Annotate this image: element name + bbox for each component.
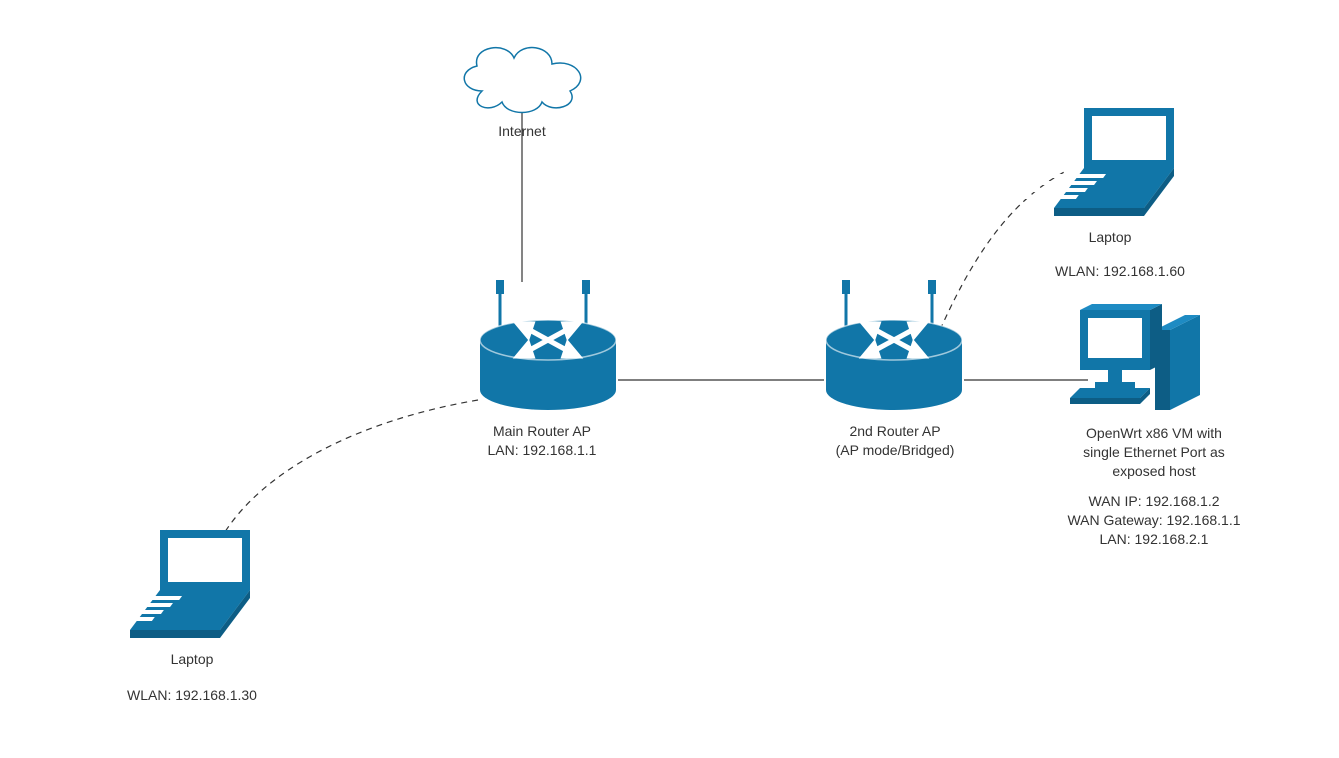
main-router-icon	[480, 280, 616, 410]
second-router-icon	[826, 280, 962, 410]
laptop-left-icon	[74, 530, 250, 638]
laptop-left-label: Laptop	[112, 650, 272, 669]
laptop-left-sublabel: WLAN: 192.168.1.30	[72, 686, 312, 705]
openwrt-sublabel: WAN IP: 192.168.1.2 WAN Gateway: 192.168…	[1034, 492, 1274, 549]
cloud-icon	[464, 48, 580, 113]
laptop-right-label: Laptop	[1030, 228, 1190, 247]
network-diagram	[0, 0, 1339, 758]
internet-label: Internet	[452, 122, 592, 141]
edge-second-laptop-right	[940, 170, 1068, 330]
workstation-icon	[1070, 275, 1200, 410]
laptop-right-sublabel: WLAN: 192.168.1.60	[1000, 262, 1240, 281]
laptop-right-icon	[998, 108, 1174, 216]
edge-main-laptop-left	[220, 400, 478, 540]
second-router-label: 2nd Router AP (AP mode/Bridged)	[780, 422, 1010, 460]
openwrt-label: OpenWrt x86 VM with single Ethernet Port…	[1034, 424, 1274, 481]
main-router-label: Main Router AP LAN: 192.168.1.1	[432, 422, 652, 460]
